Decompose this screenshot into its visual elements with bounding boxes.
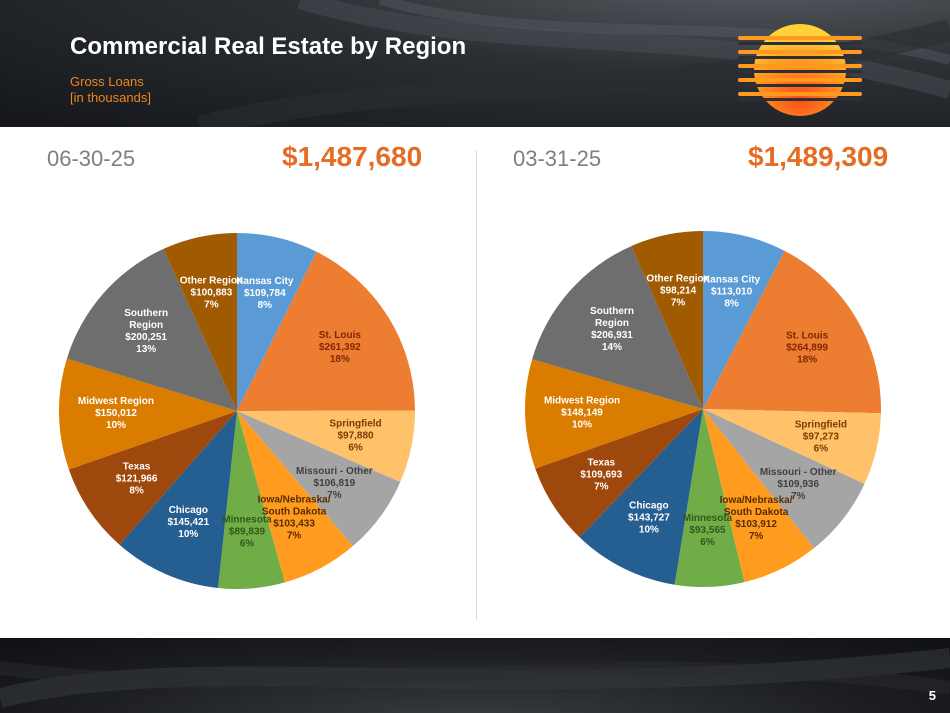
- pie-label-missouri-other: Missouri - Other $106,819 7%: [296, 466, 373, 501]
- pie-slice-kansas-city: [703, 231, 785, 409]
- pie-slice-st-louis: [237, 251, 415, 411]
- pie-label-other-region: Other Region $98,214 7%: [646, 274, 709, 309]
- pie-chart-06-30-25: Kansas City $109,784 8% St. Louis $261,392 18…: [58, 233, 415, 589]
- left-chart-date: 06-30-25: [47, 146, 136, 171]
- pie-slice-texas: [68, 411, 237, 545]
- pie-label-kansas-city: Kansas City $113,010 8%: [703, 274, 761, 309]
- pie-label-other-region: Other Region $100,883 7%: [180, 276, 243, 311]
- page-title: Commercial Real Estate by Region: [70, 33, 467, 60]
- pie-slice-iowa-nebraska-south-dakota: [703, 409, 814, 583]
- pie-label-chicago: Chicago $145,421 10%: [167, 505, 209, 540]
- page-number: 5: [928, 688, 936, 703]
- footer-banner: [0, 638, 950, 713]
- pie-label-midwest-region: Midwest Region $148,149 10%: [544, 396, 620, 431]
- pie-label-iowa-nebraska-south-dakota: Iowa/Nebraska/South Dakota $103,912 7%: [720, 495, 793, 542]
- pie-label-kansas-city: Kansas City $109,784 8%: [236, 276, 294, 311]
- pie-slice-midwest-region: [525, 359, 703, 469]
- pie-label-southern-region: Southern Region $206,931 14%: [590, 306, 634, 353]
- pie-slice-chicago: [579, 409, 703, 585]
- pie-label-texas: Texas $121,966 8%: [116, 462, 158, 497]
- pie-label-st-louis: St. Louis $261,392 18%: [319, 330, 362, 365]
- pie-slice-minnesota: [674, 409, 745, 587]
- pie-label-st-louis: St. Louis $264,899 18%: [786, 330, 829, 365]
- pie-slice-texas: [535, 409, 703, 538]
- pie-slice-st-louis: [703, 250, 881, 414]
- pie-slice-other-region: [163, 233, 237, 411]
- pie-slice-minnesota: [218, 411, 285, 589]
- footer-swirl-decoration: [0, 648, 950, 708]
- pie-slice-iowa-nebraska-south-dakota: [237, 411, 353, 583]
- panel-divider: [476, 150, 477, 620]
- pie-label-iowa-nebraska-south-dakota: Iowa/Nebraska/South Dakota $103,433 7%: [258, 495, 331, 542]
- pie-label-minnesota: Minnesota $93,565 6%: [683, 513, 733, 548]
- pie-label-missouri-other: Missouri - Other $109,936 7%: [760, 467, 837, 502]
- pie-slice-kansas-city: [237, 233, 317, 411]
- pie-label-midwest-region: Midwest Region $150,012 10%: [78, 396, 154, 431]
- pie-slice-midwest-region: [58, 358, 237, 470]
- pie-slice-missouri-other: [237, 411, 401, 547]
- pie-slice-southern-region: [66, 248, 237, 411]
- right-chart-total: $1,489,309: [748, 141, 889, 172]
- pie-slice-missouri-other: [703, 409, 865, 549]
- pie-label-chicago: Chicago $143,727 10%: [628, 500, 670, 535]
- pie-slice-chicago: [119, 411, 237, 588]
- right-chart-date: 03-31-25: [513, 146, 602, 171]
- page-subtitle: Gross Loans [in thousands]: [70, 74, 151, 106]
- pie-slice-springfield: [237, 410, 415, 482]
- header-banner: Commercial Real Estate by Region Gross L…: [0, 0, 950, 127]
- pie-slice-other-region: [631, 231, 703, 409]
- pie-label-minnesota: Minnesota $89,839 6%: [222, 515, 272, 550]
- subtitle-line-2: [in thousands]: [70, 90, 151, 105]
- pie-chart-03-31-25: Kansas City $113,010 8% St. Louis $264,899 18…: [525, 231, 881, 587]
- pie-slice-southern-region: [532, 246, 703, 409]
- pie-label-texas: Texas $109,693 7%: [580, 458, 622, 493]
- pie-label-springfield: Springfield $97,273 6%: [795, 419, 847, 454]
- pie-label-springfield: Springfield $97,880 6%: [329, 418, 381, 453]
- left-chart-total: $1,487,680: [282, 141, 423, 172]
- company-logo: [738, 24, 862, 116]
- pie-label-southern-region: Southern Region $200,251 13%: [124, 308, 168, 355]
- subtitle-line-1: Gross Loans: [70, 74, 144, 89]
- pie-slice-springfield: [703, 409, 881, 484]
